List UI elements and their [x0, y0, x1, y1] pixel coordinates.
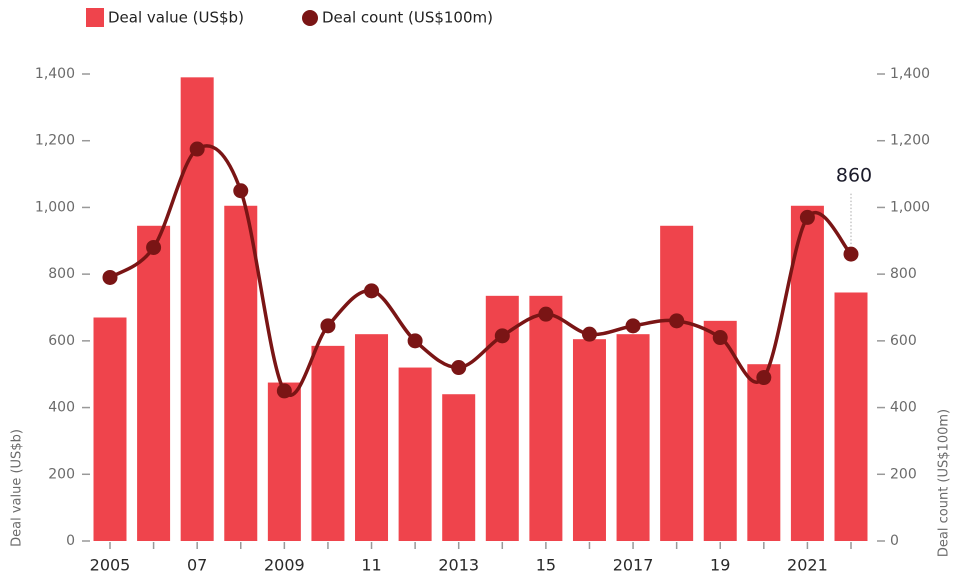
marker — [451, 360, 467, 376]
bar — [616, 334, 650, 541]
y-tick-label: 200 — [48, 466, 75, 482]
y-tick-label: 600 — [48, 333, 75, 349]
legend-swatch — [86, 8, 104, 27]
bar — [311, 345, 345, 541]
x-tick-label: 11 — [361, 556, 381, 575]
y2-tick-label: 1,000 — [890, 199, 930, 215]
y2-tick-label: 600 — [890, 333, 917, 349]
x-tick-label: 2005 — [90, 556, 131, 575]
bar — [747, 364, 781, 541]
bar — [442, 394, 476, 541]
y2-axis-label: Deal count (US$100m) — [937, 409, 952, 557]
marker — [581, 326, 597, 342]
marker — [364, 283, 380, 299]
y-tick-label: 1,200 — [35, 133, 75, 149]
y2-tick-label: 1,400 — [890, 66, 930, 82]
marker — [189, 141, 205, 157]
x-tick-label: 15 — [536, 556, 556, 575]
bar — [93, 317, 127, 541]
bar — [790, 205, 824, 541]
bar — [267, 382, 301, 541]
marker — [712, 330, 728, 346]
bar — [398, 367, 432, 541]
y-tick-label: 800 — [48, 266, 75, 282]
y-tick-label: 1,400 — [35, 66, 75, 82]
x-tick-label: 2021 — [787, 556, 828, 575]
bar — [224, 205, 258, 541]
bar — [355, 334, 389, 541]
bar — [137, 225, 171, 541]
y-tick-label: 1,000 — [35, 199, 75, 215]
marker — [843, 246, 859, 262]
bar — [834, 292, 868, 541]
x-tick-label: 2013 — [438, 556, 479, 575]
marker — [494, 328, 510, 344]
marker — [407, 333, 423, 349]
legend-label: Deal count (US$100m) — [322, 9, 493, 27]
bar — [703, 320, 737, 541]
data-label: 860 — [836, 165, 872, 187]
marker — [276, 383, 292, 399]
marker — [233, 183, 249, 199]
legend-label: Deal value (US$b) — [108, 9, 244, 27]
marker — [320, 318, 336, 334]
y2-tick-label: 400 — [890, 400, 917, 416]
x-tick-label: 2009 — [264, 556, 305, 575]
x-tick-label: 2017 — [613, 556, 654, 575]
y2-tick-label: 200 — [890, 466, 917, 482]
marker — [669, 313, 685, 329]
marker — [538, 306, 554, 322]
marker — [102, 269, 118, 285]
y2-tick-label: 0 — [890, 533, 899, 549]
marker — [625, 318, 641, 334]
marker — [146, 239, 162, 255]
bar — [660, 225, 694, 541]
legend-swatch — [302, 10, 318, 26]
bar — [529, 295, 563, 541]
x-tick-label: 07 — [187, 556, 207, 575]
y-tick-label: 400 — [48, 400, 75, 416]
marker — [799, 209, 815, 225]
marker — [756, 370, 772, 386]
y2-tick-label: 800 — [890, 266, 917, 282]
y2-tick-label: 1,200 — [890, 133, 930, 149]
x-tick-label: 19 — [710, 556, 730, 575]
line — [109, 144, 853, 397]
bar — [572, 339, 606, 541]
y-tick-label: 0 — [66, 533, 75, 549]
y-axis-label: Deal value (US$b) — [10, 429, 25, 547]
